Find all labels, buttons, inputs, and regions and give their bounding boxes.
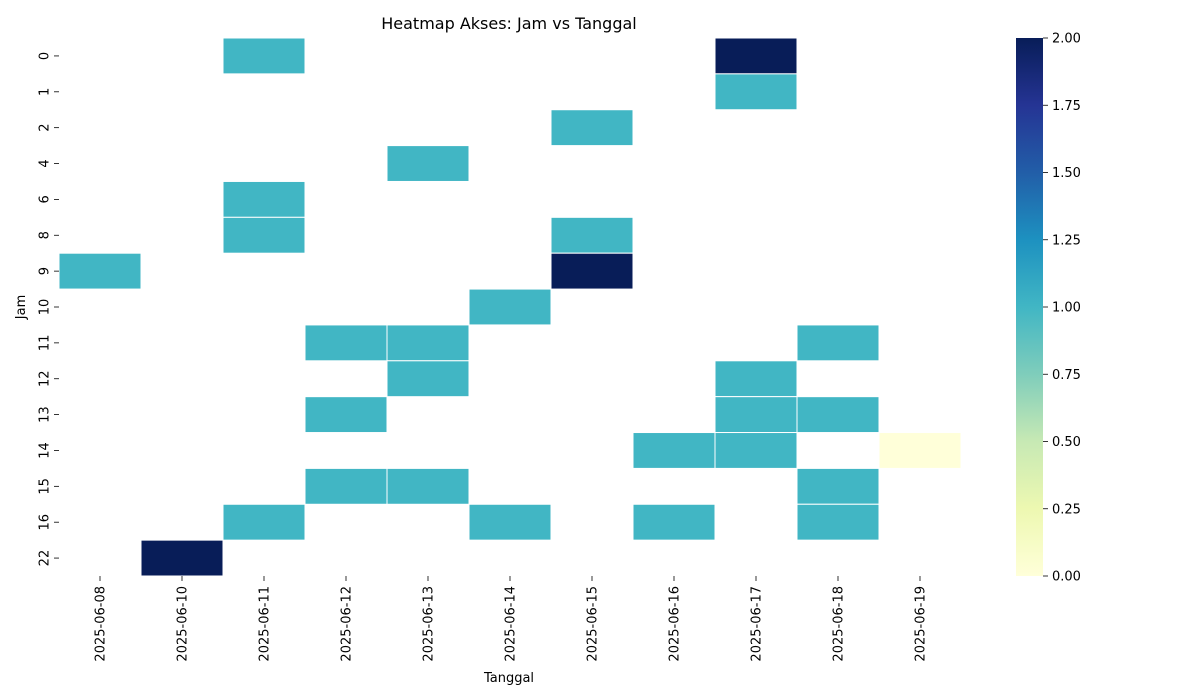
x-tick-label: 2025-06-08 — [94, 586, 109, 662]
x-tick-label: 2025-06-18 — [832, 586, 847, 662]
colorbar-ticks: 0.00 0.25 0.50 0.75 1.00 1.25 1.50 1.75 2.00 — [1043, 32, 1081, 585]
heatmap-cell — [304, 467, 388, 505]
colorbar-tick-label: 0.75 — [1052, 368, 1081, 383]
heatmap-cell — [714, 396, 798, 434]
y-tick-label: 16 — [38, 514, 53, 531]
heatmap-cell — [714, 37, 798, 75]
heatmap-cell — [222, 216, 306, 254]
colorbar-tick-label: 1.25 — [1052, 233, 1081, 248]
heatmap-cell — [386, 467, 470, 505]
heatmap-cell — [878, 432, 962, 469]
colorbar-tick-label: 1.75 — [1052, 99, 1081, 114]
y-tick-label: 1 — [38, 88, 53, 96]
heatmap-cell — [714, 360, 798, 398]
heatmap-cell — [714, 432, 798, 469]
heatmap-cell — [796, 396, 880, 434]
colorbar-tick-label: 0.00 — [1052, 570, 1081, 585]
x-tick-label: 2025-06-15 — [586, 586, 601, 662]
heatmap-cell — [222, 503, 306, 541]
heatmap-cell — [632, 432, 716, 469]
chart-title: Heatmap Akses: Jam vs Tanggal — [381, 14, 637, 33]
x-tick-label: 2025-06-19 — [914, 586, 929, 662]
heatmap-cell — [222, 37, 306, 75]
colorbar-tick-label: 2.00 — [1052, 32, 1081, 47]
colorbar-tick-label: 0.25 — [1052, 502, 1081, 517]
heatmap-cell — [714, 73, 798, 111]
y-tick-label: 11 — [38, 335, 53, 352]
y-tick-label: 22 — [38, 550, 53, 567]
heatmap-cell — [222, 180, 306, 218]
heatmap-cell — [304, 324, 388, 362]
y-tick-label: 4 — [38, 159, 53, 167]
colorbar-tick-label: 0.50 — [1052, 435, 1081, 450]
y-tick-label: 15 — [38, 478, 53, 495]
x-tick-label: 2025-06-17 — [750, 586, 765, 662]
x-tick-label: 2025-06-14 — [504, 586, 519, 662]
heatmap-cell — [632, 503, 716, 541]
heatmap-cell — [386, 145, 470, 182]
heatmap-cell — [386, 360, 470, 398]
heatmap-cell — [386, 324, 470, 362]
heatmap-cell — [58, 252, 142, 290]
y-tick-label: 9 — [38, 267, 53, 275]
y-tick-label: 6 — [38, 195, 53, 203]
y-tick-label: 2 — [38, 124, 53, 132]
heatmap-cell — [304, 396, 388, 434]
y-tick-label: 10 — [38, 299, 53, 316]
y-axis-label: Jam — [14, 295, 29, 320]
x-tick-label: 2025-06-11 — [258, 586, 273, 662]
colorbar-tick-label: 1.00 — [1052, 301, 1081, 316]
heatmap-cell — [468, 288, 552, 326]
x-tick-label: 2025-06-13 — [422, 586, 437, 662]
y-tick-label: 14 — [38, 442, 53, 459]
heatmap-cells — [58, 37, 962, 577]
y-tick-label: 8 — [38, 231, 53, 239]
colorbar-tick-label: 1.50 — [1052, 166, 1081, 181]
heatmap-cell — [796, 503, 880, 541]
y-tick-label: 12 — [38, 370, 53, 387]
heatmap-cell — [550, 216, 634, 254]
x-tick-label: 2025-06-16 — [668, 586, 683, 662]
heatmap-cell — [796, 324, 880, 362]
x-tick-label: 2025-06-12 — [340, 586, 355, 662]
y-tick-label: 0 — [38, 52, 53, 60]
heatmap-cell — [796, 467, 880, 505]
heatmap-cell — [140, 539, 224, 577]
x-axis-label: Tanggal — [483, 671, 534, 686]
heatmap-cell — [550, 252, 634, 290]
x-tick-label: 2025-06-10 — [176, 586, 191, 662]
heatmap-cell — [550, 109, 634, 147]
x-axis-ticks: 2025-06-08 2025-06-10 2025-06-11 2025-06-12… — [94, 576, 929, 662]
heatmap-cell — [468, 503, 552, 541]
y-tick-label: 13 — [38, 406, 53, 423]
colorbar — [1016, 38, 1043, 576]
